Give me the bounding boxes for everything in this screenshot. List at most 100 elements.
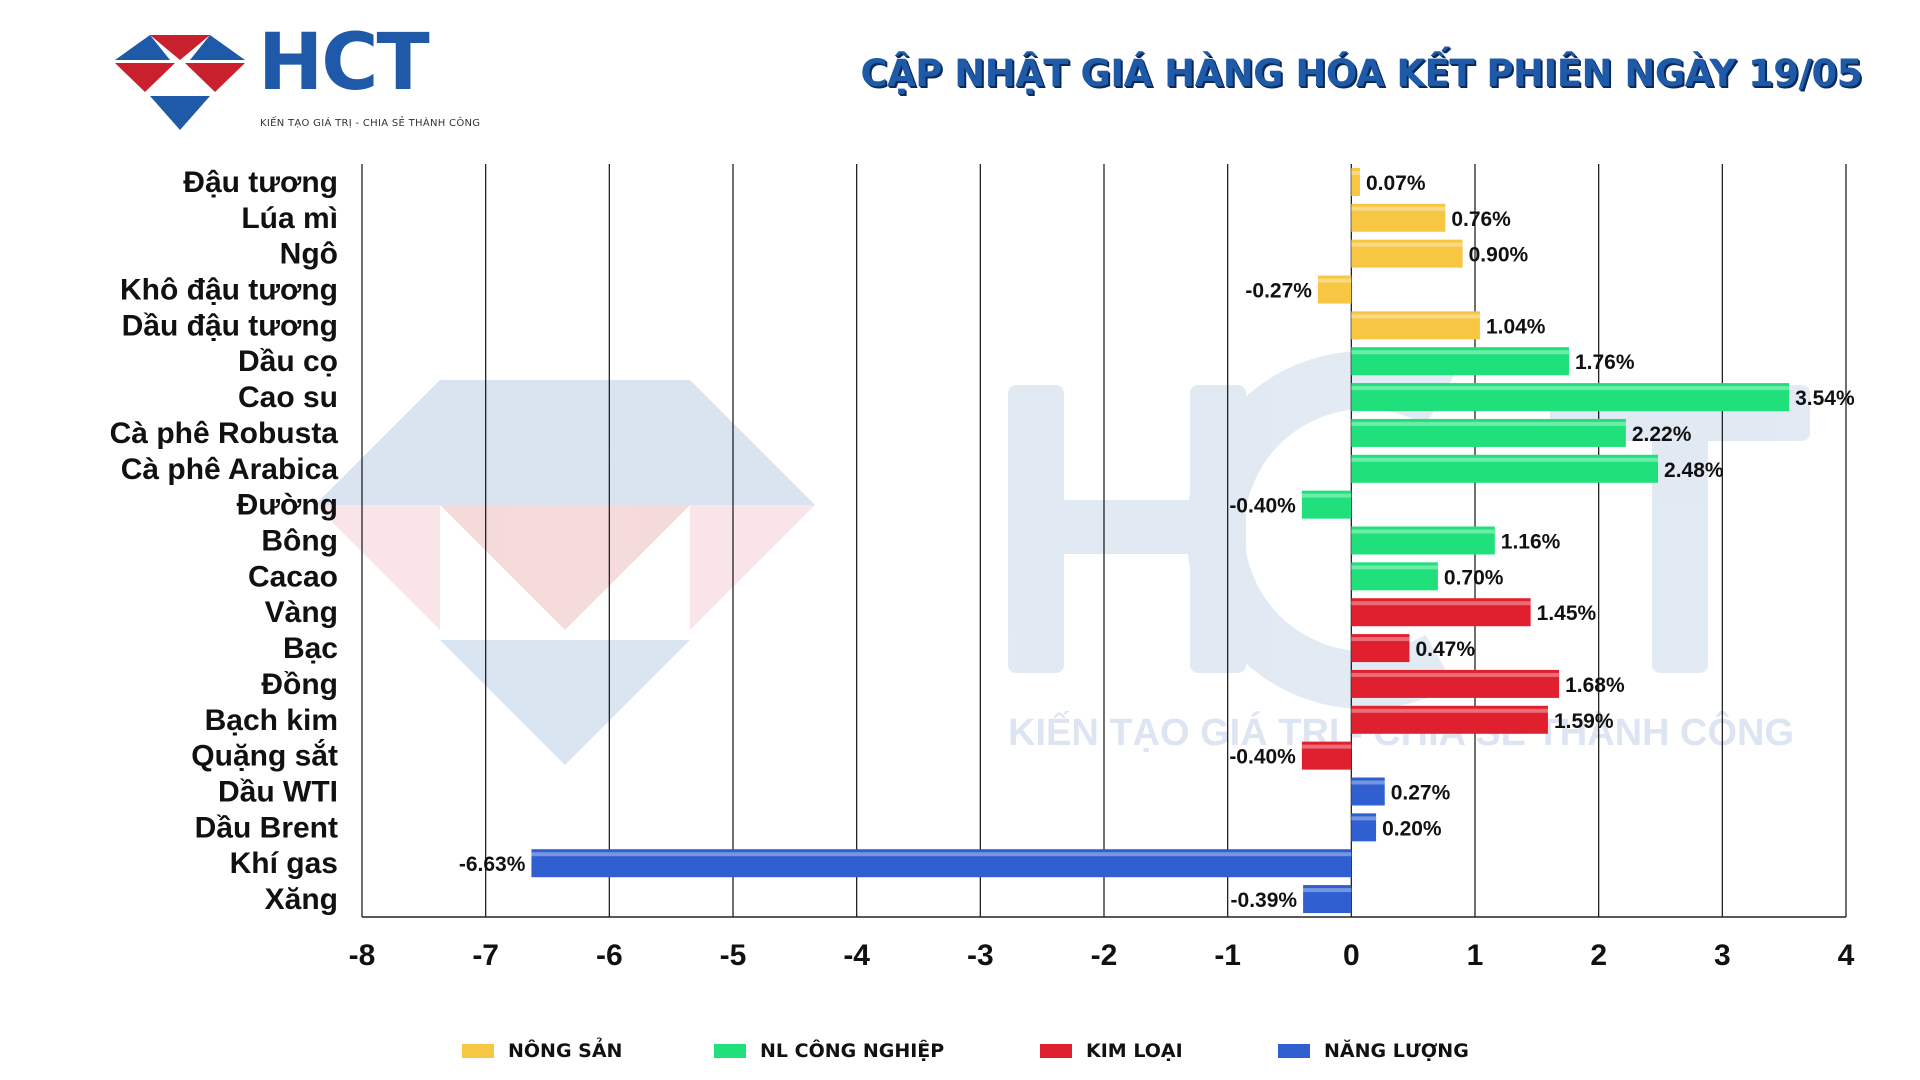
legend-label: KIM LOẠI [1086, 1040, 1183, 1062]
bar [1351, 526, 1495, 555]
category-label: Dầu đậu tương [122, 309, 338, 342]
bars [531, 167, 1790, 914]
legend-swatch [1040, 1044, 1072, 1058]
bar [1351, 777, 1385, 806]
bar [1317, 275, 1352, 304]
legend-swatch [714, 1044, 746, 1058]
data-label: 2.22% [1632, 423, 1692, 446]
bar [1351, 203, 1446, 232]
bar [1301, 741, 1352, 770]
category-label: Khô đậu tương [120, 274, 338, 307]
x-tick-label: -5 [720, 939, 747, 972]
data-label: 1.45% [1537, 602, 1597, 625]
bar-highlight [1303, 888, 1352, 893]
x-tick-label: -6 [596, 939, 623, 972]
bar [1351, 239, 1463, 268]
x-tick-label: -8 [349, 939, 376, 972]
data-label: 0.20% [1382, 817, 1442, 840]
bar-highlight [1351, 672, 1560, 677]
data-label: 2.48% [1664, 459, 1724, 482]
bar-highlight [1351, 816, 1377, 821]
data-label: 1.68% [1565, 674, 1625, 697]
bar-highlight [1351, 601, 1531, 606]
data-label: 3.54% [1795, 387, 1855, 410]
bar [1351, 418, 1626, 447]
legend-item: NL CÔNG NGHIỆP [714, 1040, 944, 1062]
data-label: 0.47% [1415, 638, 1475, 661]
data-label: -0.39% [1231, 889, 1298, 912]
data-label: -0.40% [1229, 746, 1296, 769]
category-label: Quặng sắt [191, 739, 338, 773]
bar-highlight [1351, 421, 1626, 426]
category-label: Lúa mì [241, 202, 338, 235]
bar-highlight [1351, 242, 1463, 247]
legend-item: NÔNG SẢN [462, 1040, 622, 1062]
bar-highlight [1351, 170, 1360, 175]
legend-label: NL CÔNG NGHIỆP [760, 1040, 945, 1062]
bar-highlight [1351, 565, 1438, 570]
page-title: CẬP NHẬT GIÁ HÀNG HÓA KẾT PHIÊN NGÀY 19/… [860, 52, 1862, 95]
data-label: 0.76% [1451, 208, 1511, 231]
brand-logo: HCT KIẾN TẠO GIÁ TRỊ - CHIA SẺ THÀNH CÔN… [110, 24, 480, 140]
bar-highlight [1351, 637, 1410, 642]
bar [1351, 669, 1560, 698]
legend-label: NÔNG SẢN [508, 1040, 623, 1062]
data-label: 1.16% [1501, 531, 1561, 554]
data-label: 0.70% [1444, 566, 1504, 589]
data-label: 0.27% [1391, 782, 1451, 805]
category-label: Đường [237, 489, 338, 522]
data-label: -6.63% [459, 853, 526, 876]
legend-swatch [1278, 1044, 1310, 1058]
x-tick-label: -3 [967, 939, 994, 972]
bar-highlight [1317, 278, 1352, 283]
bar-highlight [1351, 529, 1495, 534]
bar-highlight [1351, 386, 1790, 391]
category-label: Dầu cọ [238, 345, 338, 378]
bar [1351, 167, 1360, 196]
data-label: 0.90% [1469, 244, 1529, 267]
bar [1351, 598, 1531, 627]
bar [1351, 813, 1377, 842]
bar-highlight [1301, 744, 1352, 749]
bar [1351, 347, 1569, 376]
x-tick-label: 2 [1590, 939, 1607, 972]
logo-wordmark: HCT [258, 18, 430, 108]
category-label: Cacao [248, 560, 338, 593]
category-label: Cà phê Arabica [121, 453, 339, 486]
category-label: Xăng [265, 883, 338, 916]
category-label: Đồng [261, 668, 338, 701]
x-tick-label: 3 [1714, 939, 1731, 972]
x-tick-label: 4 [1838, 939, 1855, 972]
bar-highlight [1351, 457, 1659, 462]
logo-diamond-icon [115, 35, 245, 130]
category-label: Bông [261, 525, 338, 558]
category-label: Vàng [265, 596, 338, 629]
category-label: Bạch kim [205, 704, 338, 737]
x-tick-label: -1 [1214, 939, 1241, 972]
category-label: Bạc [283, 632, 338, 665]
grid-lines [361, 164, 1847, 918]
x-tick-label: 0 [1343, 939, 1360, 972]
bar [1301, 490, 1352, 519]
legend-swatch [462, 1044, 494, 1058]
x-tick-label: -2 [1091, 939, 1118, 972]
bar-highlight [1351, 314, 1480, 319]
legend: NÔNG SẢN NL CÔNG NGHIỆP KIM LOẠI NĂNG LƯỢNG [0, 1040, 1920, 1070]
category-label: Đậu tương [183, 166, 338, 199]
bar [1351, 454, 1659, 483]
bar-highlight [531, 852, 1352, 857]
bar-highlight [1351, 780, 1385, 785]
x-axis-tick-labels: -8 -7 -6 -5 -4 -3 -2 -1 0 1 2 3 4 [349, 939, 1855, 972]
x-tick-label: -7 [472, 939, 499, 972]
legend-label: NĂNG LƯỢNG [1324, 1040, 1469, 1062]
category-label: Dầu Brent [195, 811, 338, 844]
bar-highlight [1301, 493, 1352, 498]
bar-highlight [1351, 350, 1569, 355]
data-label: 1.59% [1554, 710, 1614, 733]
bar [531, 849, 1352, 878]
category-label: Dầu WTI [218, 776, 338, 809]
category-label: Ngô [280, 238, 338, 271]
bar [1351, 634, 1410, 663]
